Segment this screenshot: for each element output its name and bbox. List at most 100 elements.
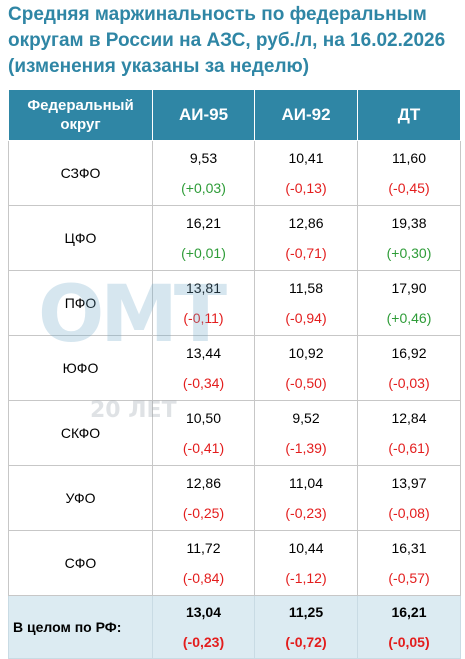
region-cell: ЮФО [8, 335, 153, 401]
value: 16,21 [185, 215, 222, 231]
ai92-cell: 10,44 (-1,12) [254, 530, 358, 596]
ai95-cell: 13,81 (-0,11) [152, 270, 255, 336]
weekly-change: (+0,30) [386, 245, 432, 261]
ai92-cell: 10,41 (-0,13) [254, 140, 358, 206]
value: 12,86 [185, 475, 222, 491]
ai95-cell: 13,44 (-0,34) [152, 335, 255, 401]
weekly-change: (-0,61) [388, 440, 430, 456]
weekly-change: (-0,72) [285, 634, 327, 650]
dt-cell: 16,31 (-0,57) [357, 530, 461, 596]
weekly-change: (-0,08) [388, 505, 430, 521]
dt-cell: 17,90 (+0,46) [357, 270, 461, 336]
weekly-change: (-0,84) [182, 570, 225, 586]
value: 19,38 [391, 215, 427, 231]
value: 12,84 [391, 410, 427, 426]
value: 13,81 [185, 280, 222, 296]
value: 11,58 [289, 280, 323, 296]
value: 16,21 [391, 604, 427, 620]
ai95-cell: 13,04 (-0,23) [152, 595, 255, 659]
weekly-change: (-0,45) [388, 180, 430, 196]
dt-cell: 16,21 (-0,05) [357, 595, 461, 659]
value: 12,86 [288, 215, 324, 231]
weekly-change: (-0,34) [182, 375, 225, 391]
ai92-cell: 12,86 (-0,71) [254, 205, 358, 271]
region-cell: В целом по РФ: [8, 595, 153, 659]
report-title: Средняя маржинальность по федеральным ок… [8, 2, 460, 80]
ai92-cell: 11,25 (-0,72) [254, 595, 358, 659]
region-cell: СЗФО [8, 140, 153, 206]
ai95-cell: 16,21 (+0,01) [152, 205, 255, 271]
table-row: СФО 11,72 (-0,84) 10,44 (-1,12) 16,31 (-0,57) [8, 530, 461, 596]
ai95-cell: 10,50 (-0,41) [152, 400, 255, 466]
ai95-cell: 9,53 (+0,03) [152, 140, 255, 206]
table-row: ЦФО 16,21 (+0,01) 12,86 (-0,71) 19,38 (+0,30) [8, 205, 461, 271]
header-region-line1: Федеральный [27, 97, 134, 114]
weekly-change: (-0,94) [285, 310, 327, 326]
weekly-change: (-0,11) [183, 310, 224, 326]
title-line: Средняя маржинальность по федеральным [8, 4, 427, 25]
header-row: Федеральный округ АИ-95 АИ-92 ДТ [8, 89, 461, 141]
ai92-cell: 11,04 (-0,23) [254, 465, 358, 531]
title-line: (изменения указаны за неделю) [8, 56, 310, 77]
region-cell: ПФО [8, 270, 153, 336]
table-row: ПФО 13,81 (-0,11) 11,58 (-0,94) 17,90 (+0,46) [8, 270, 461, 336]
value: 13,44 [185, 345, 222, 361]
weekly-change: (+0,03) [181, 180, 226, 196]
value: 10,50 [185, 410, 222, 426]
weekly-change: (-0,23) [285, 505, 327, 521]
value: 11,72 [186, 540, 221, 556]
dt-cell: 13,97 (-0,08) [357, 465, 461, 531]
weekly-change: (-0,41) [182, 440, 225, 456]
value: 16,92 [391, 345, 427, 361]
header-dt: ДТ [357, 89, 461, 141]
weekly-change: (+0,46) [386, 310, 432, 326]
dt-cell: 19,38 (+0,30) [357, 205, 461, 271]
ai92-cell: 11,58 (-0,94) [254, 270, 358, 336]
weekly-change: (-0,13) [285, 180, 327, 196]
weekly-change: (-0,23) [182, 634, 225, 650]
ai95-cell: 11,72 (-0,84) [152, 530, 255, 596]
value: 17,90 [391, 280, 427, 296]
title-line: округам в России на АЗС, руб./л, на 16.0… [8, 30, 446, 51]
weekly-change: (-0,25) [182, 505, 225, 521]
header-region-line2: округ [60, 116, 101, 133]
value: 10,44 [288, 540, 324, 556]
dt-cell: 12,84 (-0,61) [357, 400, 461, 466]
value: 16,31 [391, 540, 427, 556]
value: 9,53 [189, 150, 218, 166]
table-row: СЗФО 9,53 (+0,03) 10,41 (-0,13) 11,60 (-0,45) [8, 140, 461, 206]
weekly-change: (-0,71) [285, 245, 327, 261]
value: 11,04 [289, 475, 323, 491]
region-cell: СФО [8, 530, 153, 596]
region-cell: СКФО [8, 400, 153, 466]
weekly-change: (-0,05) [388, 634, 430, 650]
dt-cell: 11,60 (-0,45) [357, 140, 461, 206]
value: 13,04 [185, 604, 222, 620]
value: 13,97 [391, 475, 427, 491]
value: 10,92 [288, 345, 324, 361]
ai92-cell: 10,92 (-0,50) [254, 335, 358, 401]
header-ai95: АИ-95 [152, 89, 255, 141]
weekly-change: (-0,03) [388, 375, 430, 391]
margin-table: Федеральный округ АИ-95 АИ-92 ДТ СЗФО 9,5… [8, 89, 461, 659]
ai95-cell: 12,86 (-0,25) [152, 465, 255, 531]
weekly-change: (+0,01) [181, 245, 226, 261]
ai92-cell: 9,52 (-1,39) [254, 400, 358, 466]
weekly-change: (-1,12) [285, 570, 327, 586]
weekly-change: (-0,57) [388, 570, 430, 586]
dt-cell: 16,92 (-0,03) [357, 335, 461, 401]
header-ai92: АИ-92 [254, 89, 358, 141]
table-row: УФО 12,86 (-0,25) 11,04 (-0,23) 13,97 (-0,08) [8, 465, 461, 531]
region-cell: УФО [8, 465, 153, 531]
value: 10,41 [288, 150, 324, 166]
total-row: В целом по РФ: 13,04 (-0,23) 11,25 (-0,72) 16… [8, 595, 461, 659]
table-row: ЮФО 13,44 (-0,34) 10,92 (-0,50) 16,92 (-0,03) [8, 335, 461, 401]
region-cell: ЦФО [8, 205, 153, 271]
weekly-change: (-1,39) [285, 440, 327, 456]
weekly-change: (-0,50) [285, 375, 327, 391]
value: 11,25 [288, 604, 324, 620]
table-row: СКФО 10,50 (-0,41) 9,52 (-1,39) 12,84 (-0,61) [8, 400, 461, 466]
header-region: Федеральный округ [8, 89, 153, 141]
value: 11,60 [392, 150, 426, 166]
value: 9,52 [292, 410, 320, 426]
